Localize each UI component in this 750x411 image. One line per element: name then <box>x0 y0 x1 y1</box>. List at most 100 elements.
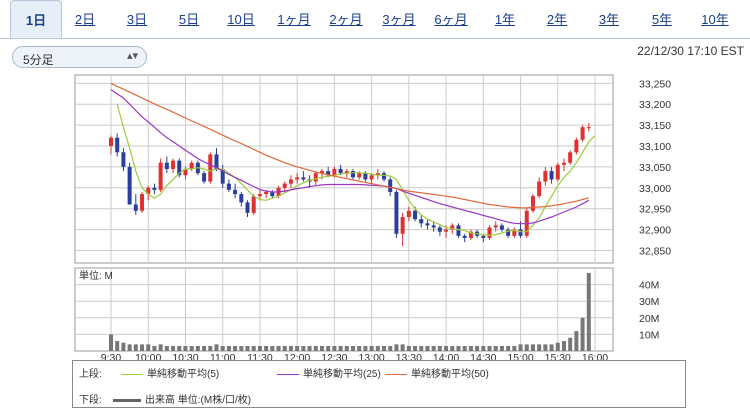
tab-9[interactable]: 6ヶ月 <box>434 12 468 27</box>
volume-bar <box>195 346 200 351</box>
volume-bar <box>437 346 442 351</box>
tab-6[interactable]: 1ヶ月 <box>277 12 311 27</box>
tab-12[interactable]: 3年 <box>598 12 620 27</box>
legend-upper-label: 上段: <box>79 369 102 380</box>
legend-upper-row: 上段: 単純移動平均(5) 単純移動平均(25) 単純移動平均(50) <box>79 365 679 380</box>
candle-body <box>580 127 585 140</box>
x-tick-label: 13:00 <box>358 352 384 360</box>
candle-body <box>388 179 393 192</box>
tab-11[interactable]: 2年 <box>546 12 568 27</box>
candle-body <box>487 227 492 238</box>
candle-body <box>326 171 331 176</box>
volume-bar <box>313 346 318 351</box>
candle-body <box>282 183 287 188</box>
volume-bar <box>146 344 151 351</box>
x-tick-label: 14:00 <box>433 352 459 360</box>
volume-bar <box>177 346 182 351</box>
volume-bar <box>369 346 374 351</box>
volume-bar <box>239 346 244 351</box>
tab-10[interactable]: 1年 <box>494 12 516 27</box>
volume-bar <box>431 346 436 351</box>
candle-body <box>127 166 132 205</box>
volume-bar <box>257 346 262 351</box>
volume-bar <box>301 346 306 351</box>
volume-bar <box>530 344 535 351</box>
candle-body <box>481 235 486 238</box>
volume-bar <box>574 331 579 351</box>
volume-bar <box>487 346 492 351</box>
volume-panel <box>74 267 614 352</box>
tab-14[interactable]: 10年 <box>701 12 729 27</box>
x-tick-label: 11:30 <box>247 352 273 360</box>
volume-bar <box>326 346 331 351</box>
volume-bar <box>332 346 337 351</box>
candle-body <box>400 217 405 234</box>
volume-bar <box>270 346 275 351</box>
chevron-updown-icon: ▴▾ <box>126 50 138 62</box>
candle-body <box>499 225 504 230</box>
legend-ma25-label: 単純移動平均(25) <box>303 369 381 380</box>
candle-body <box>561 162 566 165</box>
volume-bar <box>475 346 480 351</box>
candle-body <box>363 173 368 180</box>
tab-13[interactable]: 5年 <box>651 12 673 27</box>
candle-body <box>301 177 306 180</box>
y-tick-label: 33,200 <box>639 99 671 111</box>
tab-2[interactable]: 2日 <box>74 12 96 27</box>
candle-body <box>568 152 573 163</box>
volume-bar <box>568 337 573 351</box>
candle-body <box>437 227 442 232</box>
candle-body <box>164 162 169 169</box>
volume-bar <box>425 346 430 351</box>
volume-bar <box>319 346 324 351</box>
volume-bar <box>462 346 467 351</box>
candle-body <box>202 173 207 182</box>
tab-5[interactable]: 10日 <box>227 12 255 27</box>
candle-body <box>257 194 262 197</box>
candle-body <box>295 177 300 180</box>
volume-bar <box>419 346 424 351</box>
volume-bar <box>468 346 473 351</box>
tab-3[interactable]: 3日 <box>126 12 148 27</box>
volume-bar <box>127 344 132 351</box>
x-tick-label: 15:00 <box>507 352 533 360</box>
candle-body <box>146 187 151 195</box>
candle-body <box>121 152 126 167</box>
candle-body <box>288 179 293 184</box>
volume-bar <box>109 334 113 351</box>
candle-body <box>313 173 318 182</box>
interval-select[interactable]: 5分足 ▴▾ <box>12 46 147 68</box>
candle-body <box>264 191 269 195</box>
volume-bar <box>481 346 486 351</box>
volume-bar <box>413 346 418 351</box>
candle-body <box>506 229 511 236</box>
volume-bar <box>388 346 393 351</box>
legend-ma5: 単純移動平均(5) <box>121 365 219 380</box>
x-tick-label: 12:30 <box>321 352 347 360</box>
candle-body <box>382 173 387 180</box>
candle-body <box>450 225 455 230</box>
candle-body <box>431 225 436 228</box>
candle-body <box>537 181 542 197</box>
volume-bar <box>543 344 548 351</box>
candle-body <box>555 164 560 180</box>
volume-bar <box>276 346 281 351</box>
candle-body <box>177 160 182 176</box>
candle-body <box>369 175 374 180</box>
candle-body <box>413 210 418 220</box>
y-tick-label: 33,250 <box>639 78 671 90</box>
volume-bar <box>140 344 145 351</box>
candle-body <box>549 171 554 180</box>
candle-body <box>394 191 399 234</box>
tab-1[interactable]: 1日 <box>10 0 62 38</box>
tab-7[interactable]: 2ヶ月 <box>329 12 363 27</box>
legend-lower-label: 下段: <box>79 395 102 406</box>
candle-body <box>109 137 113 147</box>
tab-4[interactable]: 5日 <box>178 12 200 27</box>
tab-8[interactable]: 3ヶ月 <box>382 12 416 27</box>
volume-bar <box>456 346 461 351</box>
x-tick-label: 14:30 <box>470 352 496 360</box>
candle-body <box>406 210 411 218</box>
y-tick-label: 33,000 <box>639 183 671 195</box>
volume-bar <box>338 346 343 351</box>
